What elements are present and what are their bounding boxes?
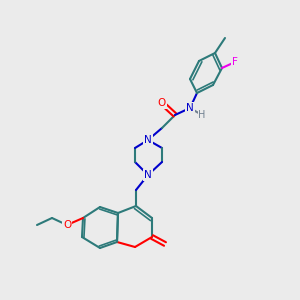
Text: H: H bbox=[198, 110, 206, 120]
Text: N: N bbox=[144, 170, 152, 180]
Text: N: N bbox=[144, 135, 152, 145]
Text: N: N bbox=[186, 103, 194, 113]
Text: O: O bbox=[158, 98, 166, 108]
Text: F: F bbox=[232, 57, 238, 67]
Text: O: O bbox=[63, 220, 71, 230]
